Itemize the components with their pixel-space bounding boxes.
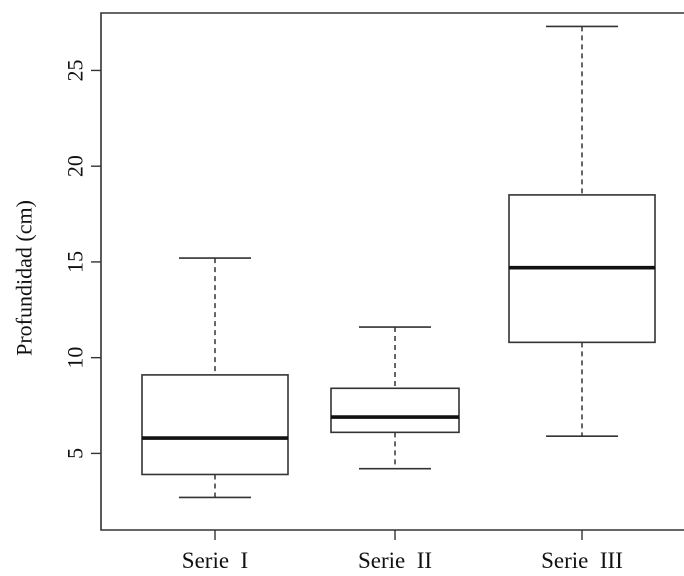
iqr-box xyxy=(330,387,460,434)
category-label: Serie II xyxy=(358,548,432,573)
y-axis: 5 10 15 20 25 xyxy=(63,59,101,459)
category-label: Serie I xyxy=(182,548,248,573)
plot-area xyxy=(100,12,684,531)
iqr-box xyxy=(141,374,289,476)
y-tick-label: 10 xyxy=(63,347,88,369)
y-tick-label: 5 xyxy=(63,448,88,459)
boxes xyxy=(141,25,656,499)
y-tick-label: 15 xyxy=(63,251,88,273)
y-tick-label: 25 xyxy=(63,59,88,81)
box-3 xyxy=(508,25,656,437)
box-1 xyxy=(141,257,289,499)
y-tick-label: 20 xyxy=(63,155,88,177)
plot-frame xyxy=(100,12,684,531)
y-axis-title: Profundidad (cm) xyxy=(12,200,37,356)
box-2 xyxy=(330,326,460,470)
category-label: Serie III xyxy=(541,548,623,573)
x-axis: Serie I Serie II Serie III xyxy=(182,530,623,573)
